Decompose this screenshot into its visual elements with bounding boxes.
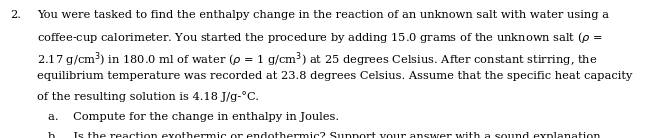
Text: You were tasked to find the enthalpy change in the reaction of an unknown salt w: You were tasked to find the enthalpy cha… (37, 10, 610, 20)
Text: coffee-cup calorimeter. You started the procedure by adding 15.0 grams of the un: coffee-cup calorimeter. You started the … (37, 30, 603, 45)
Text: 2.17 g/cm$^{3}$) in 180.0 ml of water ($\rho$ = 1 g/cm$^{3}$) at 25 degrees Cels: 2.17 g/cm$^{3}$) in 180.0 ml of water ($… (37, 51, 598, 69)
Text: equilibrium temperature was recorded at 23.8 degrees Celsius. Assume that the sp: equilibrium temperature was recorded at … (37, 71, 633, 81)
Text: a.    Compute for the change in enthalpy in Joules.: a. Compute for the change in enthalpy in… (48, 112, 339, 122)
Text: b.    Is the reaction exothermic or endothermic? Support your answer with a soun: b. Is the reaction exothermic or endothe… (48, 132, 604, 138)
Text: of the resulting solution is 4.18 J/g-°C.: of the resulting solution is 4.18 J/g-°C… (37, 91, 260, 102)
Text: 2.: 2. (11, 10, 22, 20)
